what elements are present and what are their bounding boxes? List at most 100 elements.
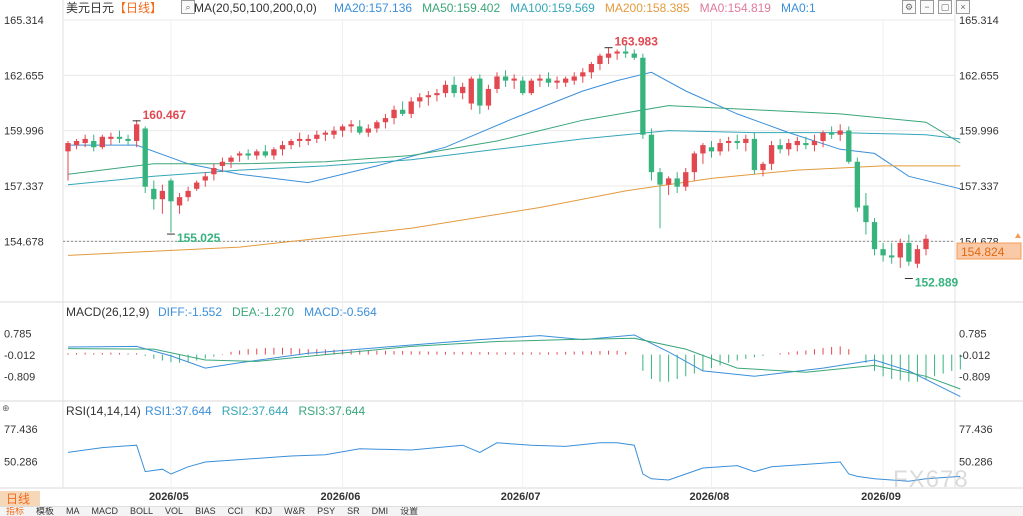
candle-body <box>245 153 251 156</box>
indicator-tab[interactable]: PSY <box>317 506 336 516</box>
indicator-tab[interactable]: CCI <box>227 506 244 516</box>
settings-icon[interactable]: ⚙ <box>902 0 916 14</box>
candle <box>460 82 466 100</box>
candle <box>889 242 895 264</box>
candle <box>254 149 260 160</box>
indicator-tab[interactable]: BOLL <box>130 506 154 516</box>
candle <box>151 180 157 210</box>
restore-icon[interactable]: ▢ <box>938 0 952 14</box>
ma-line-ma50 <box>67 105 961 175</box>
period-button[interactable]: 日线 <box>0 491 40 507</box>
candle-body <box>331 130 337 135</box>
rsi-line <box>67 442 961 482</box>
indicator-tab[interactable]: W&R <box>284 506 306 516</box>
candle-body <box>348 124 354 127</box>
candle-body <box>871 222 878 250</box>
candle <box>408 97 414 119</box>
candle <box>65 140 71 181</box>
candle-body <box>374 122 380 129</box>
indicator-value: RSI1:37.644 <box>145 404 212 418</box>
candle <box>391 105 397 125</box>
candle <box>168 178 174 233</box>
price-tick-right: 165.314 <box>959 15 999 27</box>
crosshair-icon[interactable]: ⊕ <box>2 403 10 413</box>
indicator-tab[interactable]: SR <box>347 506 360 516</box>
magnifier-icon[interactable]: ⌕ <box>181 0 195 14</box>
candle <box>640 53 646 139</box>
indicator-tab[interactable]: MACD <box>91 506 119 516</box>
candle <box>305 134 311 146</box>
candle-body <box>803 143 809 146</box>
candle <box>133 120 140 148</box>
candle <box>485 84 492 110</box>
candle-body <box>357 126 363 133</box>
candle-body <box>683 172 689 187</box>
candle-body <box>219 161 226 166</box>
candle-body <box>254 151 260 156</box>
candle-body <box>477 78 483 106</box>
candle-body <box>665 178 672 185</box>
ma-line-ma200 <box>67 165 961 256</box>
candles <box>65 45 929 268</box>
candle <box>99 134 105 150</box>
candle-body <box>108 136 114 139</box>
candle-body <box>588 63 595 73</box>
rsi-tick-right: 50.286 <box>959 457 993 469</box>
candle <box>665 176 672 196</box>
candle-body <box>828 132 835 135</box>
candle-body <box>91 140 97 148</box>
indicator-tab[interactable]: 模板 <box>36 506 55 516</box>
candle <box>228 155 234 169</box>
candle <box>125 134 131 146</box>
candle-body <box>691 153 697 173</box>
indicator-tab[interactable]: 设置 <box>400 506 419 516</box>
annotation-high-label: 160.467 <box>143 108 187 122</box>
candle <box>185 186 191 202</box>
candle <box>262 145 268 158</box>
candle <box>760 161 766 177</box>
indicator-tab-bar: 指标 模板 MA MACD BOLL VOL BIAS CCI KDJ W&R PSY SR DMI 设置 <box>0 506 1023 516</box>
candle-body <box>322 132 329 135</box>
current-price-text: 154.824 <box>961 245 1005 259</box>
candle-body <box>631 53 637 58</box>
candle-body <box>906 242 912 262</box>
indicator-tab[interactable]: MA <box>66 506 80 516</box>
candle-body <box>73 140 80 146</box>
candle <box>357 120 363 135</box>
candle-body <box>545 78 552 83</box>
candle <box>194 180 200 191</box>
candle-body <box>151 188 157 200</box>
macd-tick-left: -0.809 <box>4 372 35 384</box>
close-icon[interactable]: × <box>956 0 970 14</box>
candle-body <box>168 180 174 202</box>
indicator-tab[interactable]: KDJ <box>255 506 273 516</box>
candle <box>751 132 758 175</box>
candle <box>494 72 500 94</box>
indicator-tab[interactable]: BIAS <box>195 506 216 516</box>
current-price-marker-icon <box>1015 233 1021 238</box>
minimize-icon[interactable]: − <box>920 0 934 14</box>
indicator-tab[interactable]: DMI <box>371 506 389 516</box>
ma-line-ma20 <box>68 71 961 190</box>
date-label: 2026/05 <box>149 491 189 503</box>
candle <box>734 134 740 150</box>
current-price-tag <box>956 242 1022 260</box>
candle-body <box>657 172 663 185</box>
macd-label: MACD(26,12,9) <box>66 305 149 319</box>
candle <box>786 138 792 156</box>
candle-body <box>288 140 294 146</box>
candle <box>880 242 886 262</box>
indicator-tab[interactable]: 指标 <box>6 506 25 516</box>
candle <box>468 76 474 110</box>
candle-body <box>425 95 432 98</box>
indicator-tab[interactable]: VOL <box>165 506 184 516</box>
candle <box>91 134 97 152</box>
annotations: 160.467 155.025 163.983 152.889 <box>132 35 959 290</box>
macd-values: DIFF:-1.552 DEA:-1.270 MACD:-0.564 <box>158 305 377 319</box>
candle <box>236 151 243 162</box>
date-label: 2026/07 <box>501 491 541 503</box>
annotation-low-label: 152.889 <box>915 276 959 290</box>
candle-body <box>99 136 105 148</box>
candle-body <box>133 124 140 141</box>
